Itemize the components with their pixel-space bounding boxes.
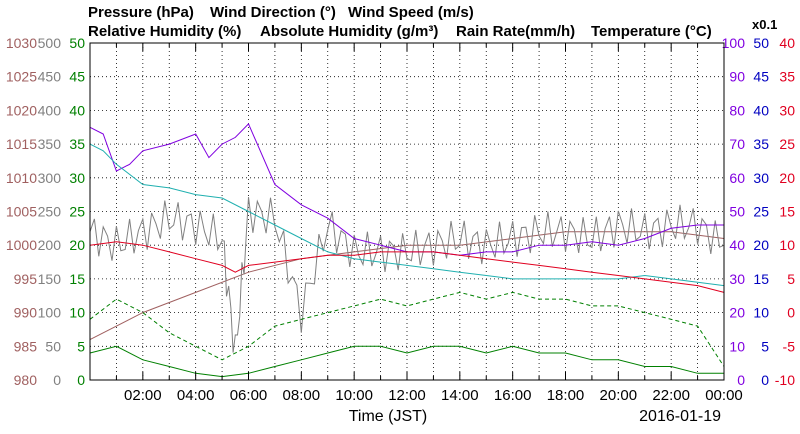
tick-label-temperature: 40 (779, 35, 795, 51)
series-line-pressure (89, 231, 725, 341)
x-tick-label: 16:00 (494, 387, 532, 404)
x-tick-label: 04:00 (177, 387, 215, 404)
tick-label-pressure: 990 (14, 305, 38, 321)
tick-label-relative_humidity: 80 (729, 102, 745, 118)
tick-label-wind_direction: 250 (38, 204, 62, 220)
tick-label-rain_rate: 5 (761, 338, 769, 354)
tick-label-pressure: 1015 (6, 136, 37, 152)
tick-label-temperature: 10 (779, 237, 795, 253)
series-group (89, 123, 725, 381)
tick-label-pressure: 1025 (6, 69, 37, 85)
tick-label-wind_speed: 45 (69, 69, 85, 85)
absolute-humidity-scale-note: x0.1 (752, 17, 777, 32)
legend-temperature: Temperature (°C) (591, 23, 712, 40)
grid (90, 43, 724, 380)
tick-label-temperature: 0 (787, 305, 795, 321)
tick-label-rain_rate: 10 (753, 305, 769, 321)
tick-label-pressure: 980 (14, 372, 38, 388)
tick-label-rain_rate: 20 (753, 237, 769, 253)
tick-label-wind_speed: 30 (69, 170, 85, 186)
series-line-absolute-humidity (89, 143, 725, 287)
tick-label-wind_speed: 5 (77, 338, 85, 354)
legend-wind-speed: Wind Speed (m/s) (348, 4, 474, 21)
tick-label-wind_speed: 15 (69, 271, 85, 287)
tick-label-rain_rate: 0 (761, 372, 769, 388)
tick-label-temperature: 25 (779, 136, 795, 152)
legend-absolute-humidity: Absolute Humidity (g/m³) (260, 23, 438, 40)
tick-label-wind_direction: 400 (38, 102, 62, 118)
tick-label-temperature: 35 (779, 69, 795, 85)
tick-label-wind_speed: 0 (77, 372, 85, 388)
tick-label-pressure: 985 (14, 338, 38, 354)
tick-label-temperature: 5 (787, 271, 795, 287)
tick-label-wind_direction: 450 (38, 69, 62, 85)
x-tick-label: 00:00 (705, 387, 743, 404)
legend-relative-humidity: Relative Humidity (%) (88, 23, 241, 40)
tick-label-wind_direction: 500 (38, 35, 62, 51)
tick-label-wind_direction: 300 (38, 170, 62, 186)
tick-label-relative_humidity: 90 (729, 69, 745, 85)
tick-label-pressure: 1030 (6, 35, 37, 51)
tick-label-rain_rate: 15 (753, 271, 769, 287)
tick-label-rain_rate: 50 (753, 35, 769, 51)
tick-label-wind_direction: 100 (38, 305, 62, 321)
tick-label-relative_humidity: 100 (722, 35, 746, 51)
tick-label-wind_speed: 40 (69, 102, 85, 118)
tick-label-relative_humidity: 0 (737, 372, 745, 388)
tick-label-wind_speed: 10 (69, 305, 85, 321)
tick-label-relative_humidity: 60 (729, 170, 745, 186)
x-tick-label: 10:00 (335, 387, 373, 404)
tick-label-temperature: 20 (779, 170, 795, 186)
tick-label-relative_humidity: 30 (729, 271, 745, 287)
tick-label-wind_direction: 150 (38, 271, 62, 287)
legend-wind-direction: Wind Direction (°) (210, 4, 336, 21)
tick-label-relative_humidity: 10 (729, 338, 745, 354)
tick-label-wind_speed: 35 (69, 136, 85, 152)
series-line-wind-direction (89, 197, 725, 353)
tick-label-pressure: 1020 (6, 102, 37, 118)
tick-label-rain_rate: 45 (753, 69, 769, 85)
tick-label-rain_rate: 40 (753, 102, 769, 118)
tick-label-wind_speed: 50 (69, 35, 85, 51)
tick-label-relative_humidity: 40 (729, 237, 745, 253)
tick-label-wind_speed: 20 (69, 237, 85, 253)
tick-label-wind_direction: 350 (38, 136, 62, 152)
tick-label-rain_rate: 30 (753, 170, 769, 186)
tick-label-pressure: 995 (14, 271, 38, 287)
legend-rain-rate: Rain Rate(mm/h) (456, 23, 575, 40)
x-tick-label: 02:00 (124, 387, 162, 404)
x-tick-label: 14:00 (441, 387, 479, 404)
tick-label-wind_speed: 25 (69, 204, 85, 220)
series-line-temperature (89, 241, 725, 293)
tick-label-temperature: 30 (779, 102, 795, 118)
tick-label-rain_rate: 25 (753, 204, 769, 220)
tick-label-relative_humidity: 20 (729, 305, 745, 321)
x-tick-label: 18:00 (547, 387, 585, 404)
x-tick-label: 12:00 (388, 387, 426, 404)
tick-label-temperature: 15 (779, 204, 795, 220)
series-line-relative-humidity (89, 123, 724, 256)
left-axes: 1030102510201015101010051000995990985980… (6, 35, 85, 388)
x-axis-label: Time (JST) (349, 408, 428, 425)
tick-label-wind_direction: 200 (38, 237, 62, 253)
legend-pressure: Pressure (hPa) (88, 4, 194, 21)
tick-label-pressure: 1000 (6, 237, 37, 253)
tick-label-pressure: 1010 (6, 170, 37, 186)
tick-label-temperature: -10 (775, 372, 795, 388)
tick-label-wind_direction: 0 (53, 372, 61, 388)
tick-label-relative_humidity: 70 (729, 136, 745, 152)
tick-label-rain_rate: 35 (753, 136, 769, 152)
tick-label-wind_direction: 50 (45, 338, 61, 354)
right-axes: 1009080706050403020100504540353025201510… (722, 35, 796, 388)
x-tick-label: 08:00 (283, 387, 321, 404)
x-axis: 02:00 04:00 06:00 08:00 10:00 12:00 14:00 16:00… (115, 43, 743, 404)
x-tick-label: 06:00 (230, 387, 268, 404)
tick-label-pressure: 1005 (6, 204, 37, 220)
tick-label-temperature: -5 (783, 338, 796, 354)
x-tick-label: 22:00 (652, 387, 690, 404)
chart-date: 2016-01-19 (639, 408, 721, 425)
x-tick-label: 20:00 (600, 387, 638, 404)
tick-label-relative_humidity: 50 (729, 204, 745, 220)
